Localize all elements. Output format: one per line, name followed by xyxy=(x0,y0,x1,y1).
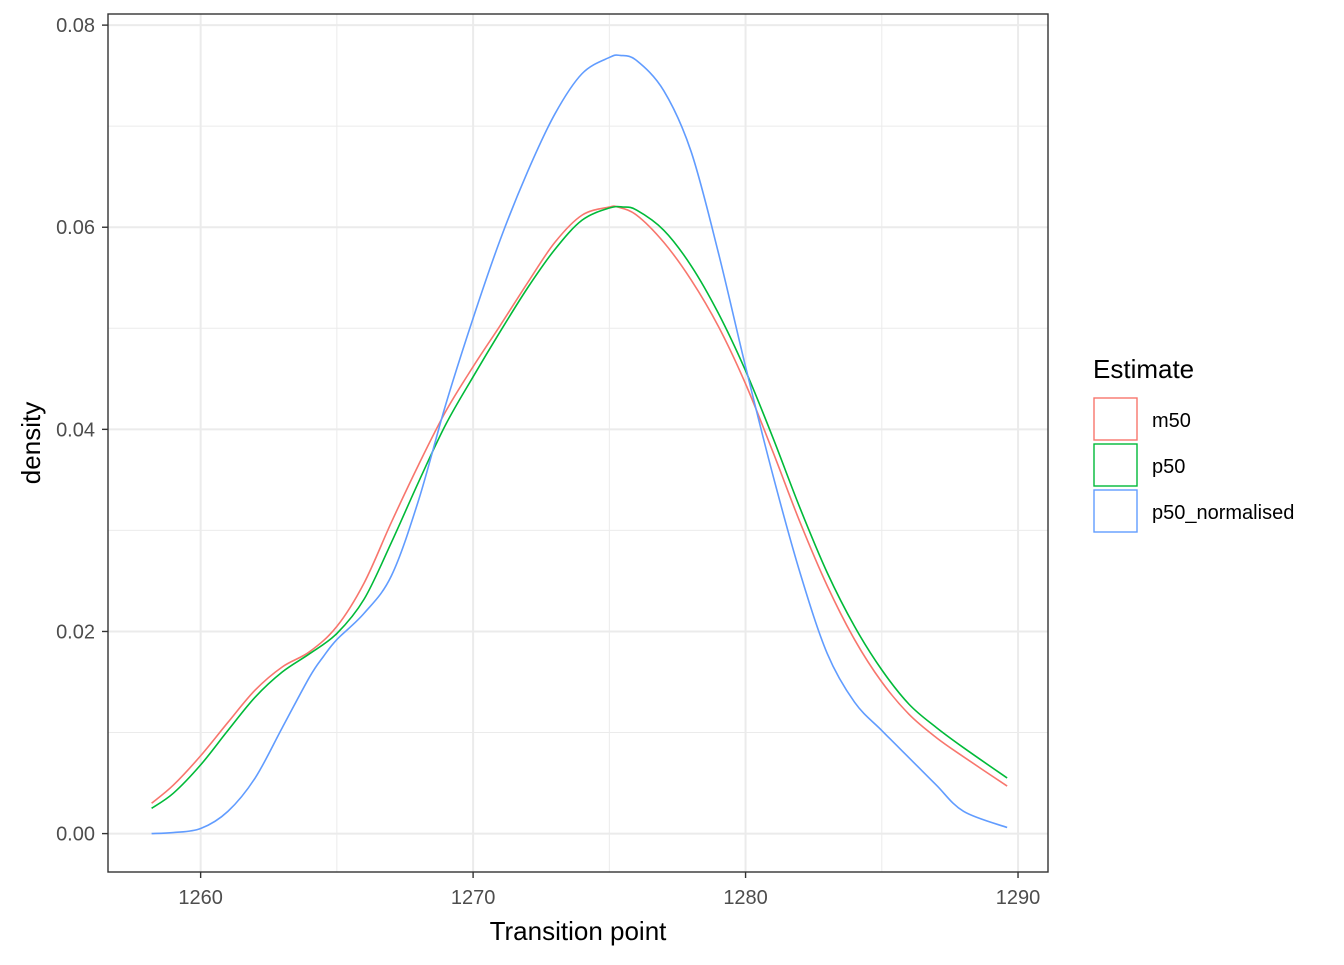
x-tick-label: 1290 xyxy=(996,887,1041,909)
panel-border xyxy=(107,13,1049,873)
legend-key-p50 xyxy=(1093,443,1138,487)
x-axis-title: Transition point xyxy=(490,916,668,946)
x-tick-label: 1260 xyxy=(178,887,223,909)
x-tick-label: 1270 xyxy=(451,887,496,909)
legend-label-p50_normalised: p50_normalised xyxy=(1152,502,1294,524)
legend-title: Estimate xyxy=(1093,354,1194,384)
y-tick-label: 0.06 xyxy=(56,217,95,239)
y-tick-label: 0.08 xyxy=(56,15,95,37)
axes-layer: 1260 1270 1280 1290 0.00 0.02 0.04 0.06 0.08 xyxy=(56,15,1040,909)
legend-key-p50_normalised xyxy=(1093,489,1138,533)
series-line-p50_normalised xyxy=(151,54,1008,835)
series-line-m50 xyxy=(151,205,1008,804)
grid-layer xyxy=(108,14,1048,872)
y-tick-label: 0.00 xyxy=(56,824,95,846)
y-axis-title: density xyxy=(16,402,46,484)
legend-label-m50: m50 xyxy=(1152,410,1191,432)
series-line-p50 xyxy=(151,205,1008,809)
y-tick-label: 0.04 xyxy=(56,419,95,441)
legend-label-p50: p50 xyxy=(1152,456,1185,478)
legend-key-m50 xyxy=(1093,397,1138,441)
y-tick-label: 0.02 xyxy=(56,621,95,643)
legend: Estimate m50 p50 p50_normalised xyxy=(1093,354,1294,533)
series-layer xyxy=(151,54,1008,835)
x-tick-label: 1280 xyxy=(723,887,768,909)
legend-items: m50 p50 p50_normalised xyxy=(1093,397,1294,533)
